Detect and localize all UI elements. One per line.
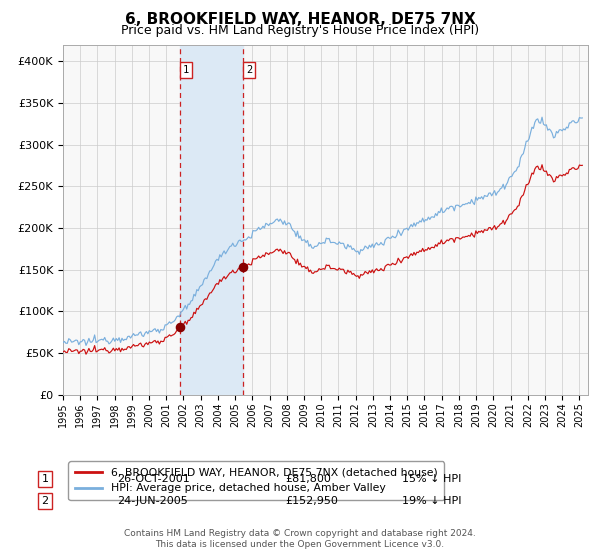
Text: 2: 2 bbox=[246, 65, 252, 75]
Text: 15% ↓ HPI: 15% ↓ HPI bbox=[402, 474, 461, 484]
Text: 1: 1 bbox=[183, 65, 189, 75]
Point bbox=[176, 322, 185, 331]
Text: Price paid vs. HM Land Registry's House Price Index (HPI): Price paid vs. HM Land Registry's House … bbox=[121, 24, 479, 36]
Text: 19% ↓ HPI: 19% ↓ HPI bbox=[402, 496, 461, 506]
Text: 6, BROOKFIELD WAY, HEANOR, DE75 7NX: 6, BROOKFIELD WAY, HEANOR, DE75 7NX bbox=[125, 12, 475, 27]
Point bbox=[239, 263, 248, 272]
Legend: 6, BROOKFIELD WAY, HEANOR, DE75 7NX (detached house), HPI: Average price, detach: 6, BROOKFIELD WAY, HEANOR, DE75 7NX (det… bbox=[68, 461, 444, 500]
Text: 1: 1 bbox=[41, 474, 49, 484]
Text: 24-JUN-2005: 24-JUN-2005 bbox=[117, 496, 188, 506]
Text: £81,800: £81,800 bbox=[285, 474, 331, 484]
Text: This data is licensed under the Open Government Licence v3.0.: This data is licensed under the Open Gov… bbox=[155, 540, 445, 549]
Text: 26-OCT-2001: 26-OCT-2001 bbox=[117, 474, 190, 484]
Text: £152,950: £152,950 bbox=[285, 496, 338, 506]
Text: 2: 2 bbox=[41, 496, 49, 506]
Bar bbox=[181, 45, 244, 395]
Text: Contains HM Land Registry data © Crown copyright and database right 2024.: Contains HM Land Registry data © Crown c… bbox=[124, 529, 476, 538]
